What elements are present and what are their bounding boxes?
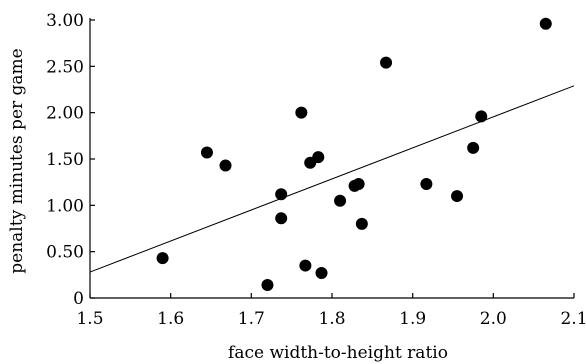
y-tick-label: 2.00 (46, 104, 84, 124)
data-point (261, 279, 274, 292)
y-axis-label: penalty minutes per game (7, 48, 27, 273)
data-point (200, 146, 213, 159)
data-point (315, 266, 328, 279)
data-point (380, 56, 393, 69)
data-point (219, 159, 232, 172)
x-axis-label: face width-to-height ratio (228, 343, 448, 363)
x-tick-label: 1.8 (318, 309, 345, 329)
data-point (299, 259, 312, 272)
data-point (539, 17, 552, 30)
y-tick-label: 0.50 (46, 243, 84, 263)
data-point (312, 151, 325, 164)
data-points (156, 17, 552, 292)
y-tick-label: 0 (73, 289, 84, 309)
data-point (334, 194, 347, 207)
x-tick-label: 1.5 (76, 309, 103, 329)
x-tick-label: 2.0 (480, 309, 507, 329)
data-point (275, 212, 288, 225)
y-tick-label: 3.00 (46, 11, 84, 31)
data-point (451, 190, 464, 203)
data-point (352, 178, 365, 191)
y-ticks: 0 0.50 1.00 1.50 2.00 2.50 3.00 (46, 11, 95, 309)
data-point (295, 106, 308, 119)
y-tick-label: 1.50 (46, 150, 84, 170)
data-point (275, 188, 288, 201)
y-tick-label: 2.50 (46, 57, 84, 77)
x-tick-label: 1.7 (238, 309, 265, 329)
data-point (467, 141, 480, 154)
data-point (420, 178, 433, 191)
x-tick-label: 2.1 (560, 309, 586, 329)
data-point (475, 110, 488, 123)
data-point (156, 252, 169, 265)
trend-line (89, 85, 575, 273)
y-tick-label: 1.00 (46, 196, 84, 216)
x-tick-label: 1.6 (157, 309, 184, 329)
data-point (355, 217, 368, 230)
x-ticks: 1.5 1.6 1.7 1.8 1.9 2.0 2.1 (76, 293, 586, 329)
x-tick-label: 1.9 (399, 309, 426, 329)
